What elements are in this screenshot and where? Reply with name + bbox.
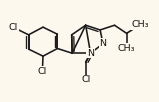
Text: Cl: Cl [38,67,47,76]
Text: CH₃: CH₃ [118,44,135,53]
Text: N: N [87,49,94,58]
Text: CH₃: CH₃ [131,20,149,29]
Text: Cl: Cl [9,23,18,32]
Text: Cl: Cl [81,75,90,84]
Text: N: N [100,39,107,48]
